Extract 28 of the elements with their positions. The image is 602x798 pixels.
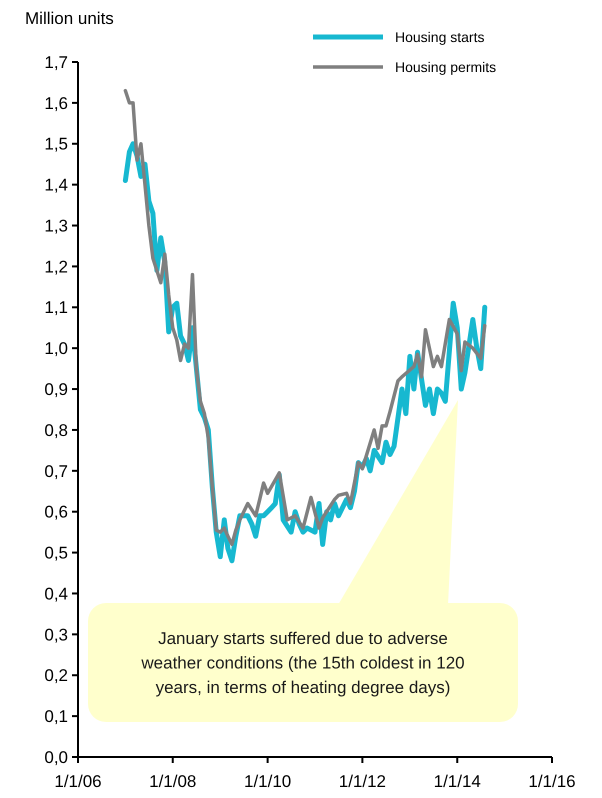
y-tick-label: 1,2	[44, 257, 68, 276]
y-tick-label: 1,1	[44, 298, 68, 318]
y-tick-label: 0,6	[44, 502, 68, 522]
y-tick-label: 1,5	[44, 134, 68, 154]
y-axis-title: Million units	[25, 9, 114, 28]
y-tick-label: 1,0	[44, 339, 68, 358]
y-tick-label: 0,9	[44, 380, 68, 400]
legend-label: Housing starts	[395, 28, 484, 45]
x-tick-label: 1/1/06	[54, 772, 102, 791]
x-tick-label: 1/1/14	[434, 772, 481, 791]
x-tick-label: 1/1/08	[149, 772, 196, 791]
y-tick-label: 0,5	[44, 544, 68, 563]
y-tick-label: 0,8	[44, 420, 68, 440]
x-tick-label: 1/1/12	[338, 772, 386, 791]
y-tick-label: 0,3	[44, 625, 68, 644]
y-tick-label: 1,4	[44, 176, 68, 195]
y-tick-label: 1,6	[44, 94, 68, 113]
y-tick-label: 0,0	[44, 748, 68, 767]
annotation: January starts suffered due to adverse weather conditions (the 15th coldest in 120 years, in terms of heating degree days)	[140, 629, 465, 697]
x-tick-label: 1/1/10	[244, 772, 292, 791]
y-tick-label: 0,7	[44, 462, 68, 481]
y-tick-label: 1,7	[44, 52, 68, 72]
y-tick-label: 1,3	[44, 216, 68, 236]
y-tick-label: 0,1	[44, 707, 68, 726]
y-tick-label: 0,4	[44, 584, 68, 604]
y-tick-label: 0,2	[44, 666, 68, 686]
legend-label: Housing permits	[395, 58, 496, 75]
x-tick-label: 1/1/16	[528, 772, 576, 791]
